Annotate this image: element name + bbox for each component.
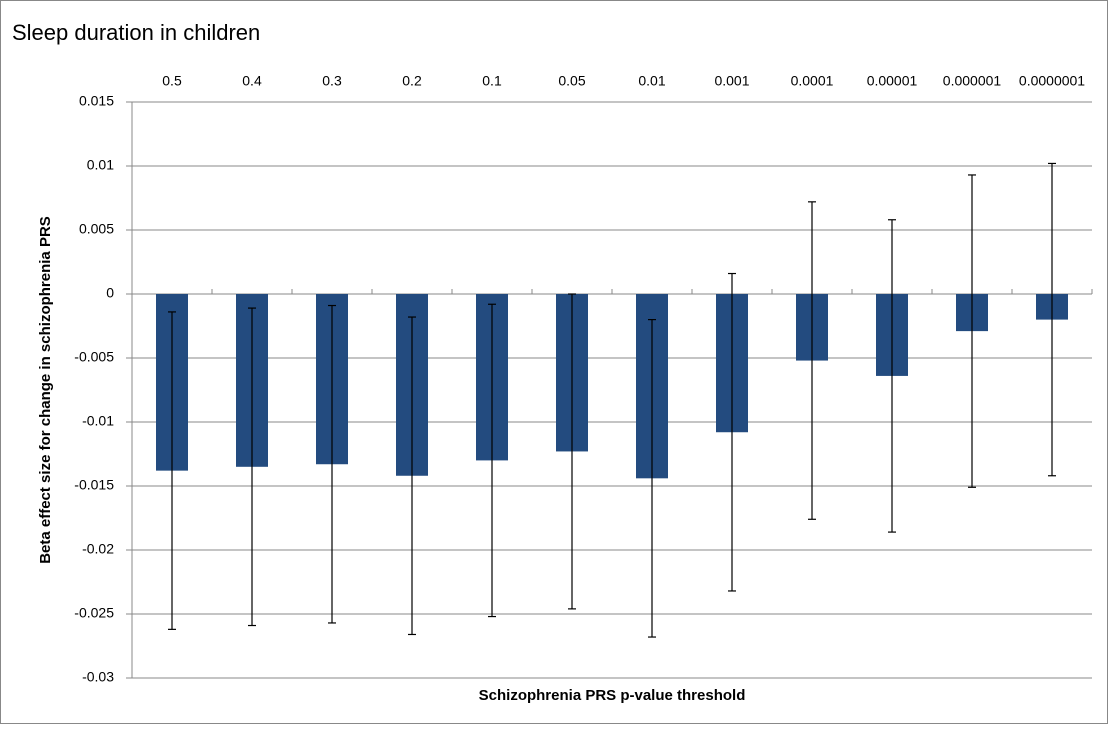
x-tick-label: 0.4: [242, 73, 262, 89]
x-tick-label: 0.01: [638, 73, 665, 89]
y-tick-label: -0.005: [74, 349, 114, 365]
error-bar: [808, 201, 816, 520]
x-tick-label: 0.0001: [791, 73, 834, 89]
x-axis-label: Schizophrenia PRS p-value threshold: [479, 687, 746, 704]
x-tick-label: 0.3: [322, 73, 342, 89]
x-tick-label: 0.1: [482, 73, 502, 89]
error-bar: [968, 174, 976, 488]
error-bar: [248, 307, 256, 627]
x-tick-label: 0.00001: [867, 73, 918, 89]
error-bar: [568, 293, 576, 610]
y-tick-label: -0.02: [82, 541, 114, 557]
y-tick-label: -0.01: [82, 413, 114, 429]
chart-title: Sleep duration in children: [12, 20, 260, 45]
y-axis-label: Beta effect size for change in schizophr…: [37, 216, 54, 564]
y-tick-label: 0: [106, 285, 114, 301]
x-tick-label: 0.05: [558, 73, 585, 89]
error-bar: [728, 272, 736, 592]
x-tick-label: 0.001: [714, 73, 749, 89]
x-tick-label: 0.000001: [943, 73, 1002, 89]
error-bar: [488, 303, 496, 618]
error-bar: [168, 311, 176, 630]
error-bar: [648, 319, 656, 638]
error-bar: [888, 219, 896, 533]
y-tick-label: 0.005: [79, 221, 114, 237]
error-bar: [328, 304, 336, 624]
x-tick-label: 0.5: [162, 73, 182, 89]
x-tick-label: 0.2: [402, 73, 422, 89]
y-tick-label: -0.025: [74, 605, 114, 621]
y-tick-label: 0.015: [79, 93, 114, 109]
error-bar: [408, 316, 416, 636]
y-tick-label: -0.015: [74, 477, 114, 493]
y-tick-label: -0.03: [82, 669, 114, 685]
y-tick-label: 0.01: [87, 157, 114, 173]
error-bar: [1048, 162, 1056, 477]
x-tick-label: 0.0000001: [1019, 73, 1085, 89]
